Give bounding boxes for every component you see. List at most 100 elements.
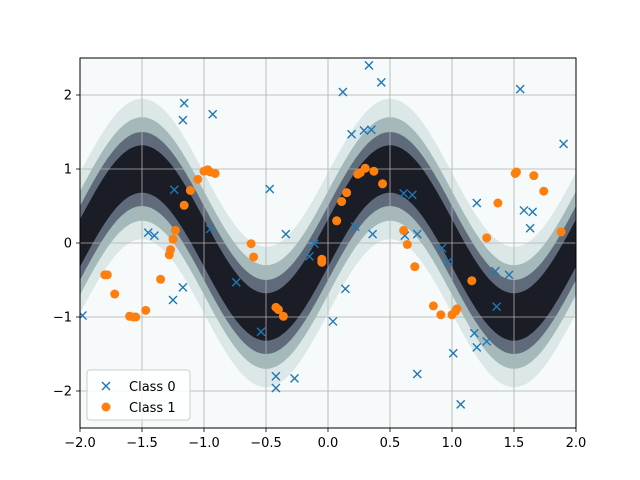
point-class-0 [281, 229, 291, 239]
point-class-0 [412, 369, 422, 379]
point-class-1 [170, 225, 180, 235]
point-class-0 [290, 373, 300, 383]
point-class-0 [168, 295, 178, 305]
point-class-1 [529, 171, 539, 181]
point-class-0 [149, 231, 159, 241]
y-tick-label: 0 [64, 237, 72, 252]
point-class-1 [337, 197, 347, 207]
y-tick-label: −2 [53, 385, 72, 400]
point-class-0 [528, 207, 538, 217]
y-tick-label: 2 [64, 89, 72, 104]
point-class-0 [368, 229, 378, 239]
y-tick-label: −1 [53, 311, 72, 326]
point-class-1 [166, 245, 176, 255]
point-class-0 [340, 284, 350, 294]
point-class-0 [265, 184, 275, 194]
point-class-1 [436, 310, 446, 320]
legend-label-class-0: Class 0 [129, 380, 176, 395]
legend-label-class-1: Class 1 [129, 401, 176, 416]
point-class-1 [399, 225, 409, 235]
legend: Class 0 Class 1 [86, 369, 191, 421]
legend-marker-class-1 [101, 402, 111, 412]
point-class-0 [208, 109, 218, 119]
point-class-0 [412, 229, 422, 239]
point-class-1 [332, 216, 342, 226]
x-tick-label: −0.5 [250, 436, 282, 451]
point-class-0 [271, 371, 281, 381]
point-class-1 [168, 234, 178, 244]
x-tick-label: 0.5 [380, 436, 401, 451]
point-class-1 [369, 166, 379, 176]
point-class-1 [452, 304, 462, 314]
point-class-1 [210, 168, 220, 178]
data-points [80, 60, 569, 409]
point-class-0 [504, 270, 514, 280]
point-class-1 [193, 174, 203, 184]
legend-box [86, 369, 191, 421]
point-class-1 [110, 289, 120, 299]
axes: −2.0 −1.5 −1.0 −0.5 0.0 0.5 1.0 1.5 2.0 −2 −1 0 1 2 [53, 89, 587, 452]
point-class-0 [143, 228, 153, 238]
point-class-1 [273, 305, 283, 315]
point-class-1 [556, 227, 566, 237]
point-class-1 [185, 185, 195, 195]
point-class-0 [472, 342, 482, 352]
point-class-0 [376, 77, 386, 87]
point-class-0 [364, 60, 374, 70]
point-class-1 [410, 262, 420, 272]
point-class-0 [350, 222, 360, 232]
point-class-1 [378, 179, 388, 189]
point-class-0 [399, 188, 409, 198]
point-class-0 [304, 251, 314, 261]
point-class-1 [493, 198, 503, 208]
point-class-0 [456, 399, 466, 409]
point-class-0 [448, 348, 458, 358]
point-class-1 [131, 312, 141, 322]
point-class-0 [205, 224, 215, 234]
point-class-0 [178, 115, 188, 125]
point-class-1 [539, 186, 549, 196]
point-class-0 [482, 336, 492, 346]
point-class-0 [443, 257, 453, 266]
point-class-0 [519, 205, 529, 215]
point-class-1 [428, 301, 438, 311]
point-class-0 [271, 383, 281, 393]
point-class-1 [342, 188, 352, 198]
point-class-0 [80, 311, 87, 321]
point-class-1 [179, 200, 189, 210]
point-class-0 [515, 84, 525, 94]
point-class-1 [102, 270, 112, 280]
y-tick-label: 1 [64, 163, 72, 178]
x-tick-label: −1.0 [188, 436, 220, 451]
point-class-0 [256, 327, 266, 337]
point-class-1 [278, 311, 288, 321]
point-class-0 [490, 266, 500, 276]
point-class-0 [472, 198, 482, 208]
point-class-1 [141, 305, 151, 315]
x-tick-label: −1.5 [126, 436, 158, 451]
point-class-1 [360, 163, 370, 173]
x-tick-label: 2.0 [566, 436, 587, 451]
legend-marker-class-0 [101, 381, 111, 391]
point-class-0 [338, 87, 348, 97]
point-class-0 [178, 282, 188, 292]
point-class-0 [309, 239, 319, 249]
point-class-0 [169, 185, 179, 195]
point-class-0 [347, 129, 357, 139]
point-class-0 [179, 98, 189, 108]
point-class-1 [467, 276, 477, 286]
x-tick-label: 1.0 [442, 436, 463, 451]
point-class-0 [366, 125, 376, 135]
x-tick-label: −2.0 [64, 436, 96, 451]
point-class-1 [482, 233, 492, 243]
point-class-0 [525, 223, 535, 233]
point-class-1 [156, 274, 166, 284]
point-class-1 [402, 239, 412, 249]
point-class-0 [559, 139, 569, 149]
point-class-1 [249, 252, 259, 262]
point-class-0 [407, 190, 417, 200]
x-tick-label: 1.5 [504, 436, 525, 451]
point-class-0 [437, 243, 447, 253]
point-class-1 [511, 167, 521, 177]
